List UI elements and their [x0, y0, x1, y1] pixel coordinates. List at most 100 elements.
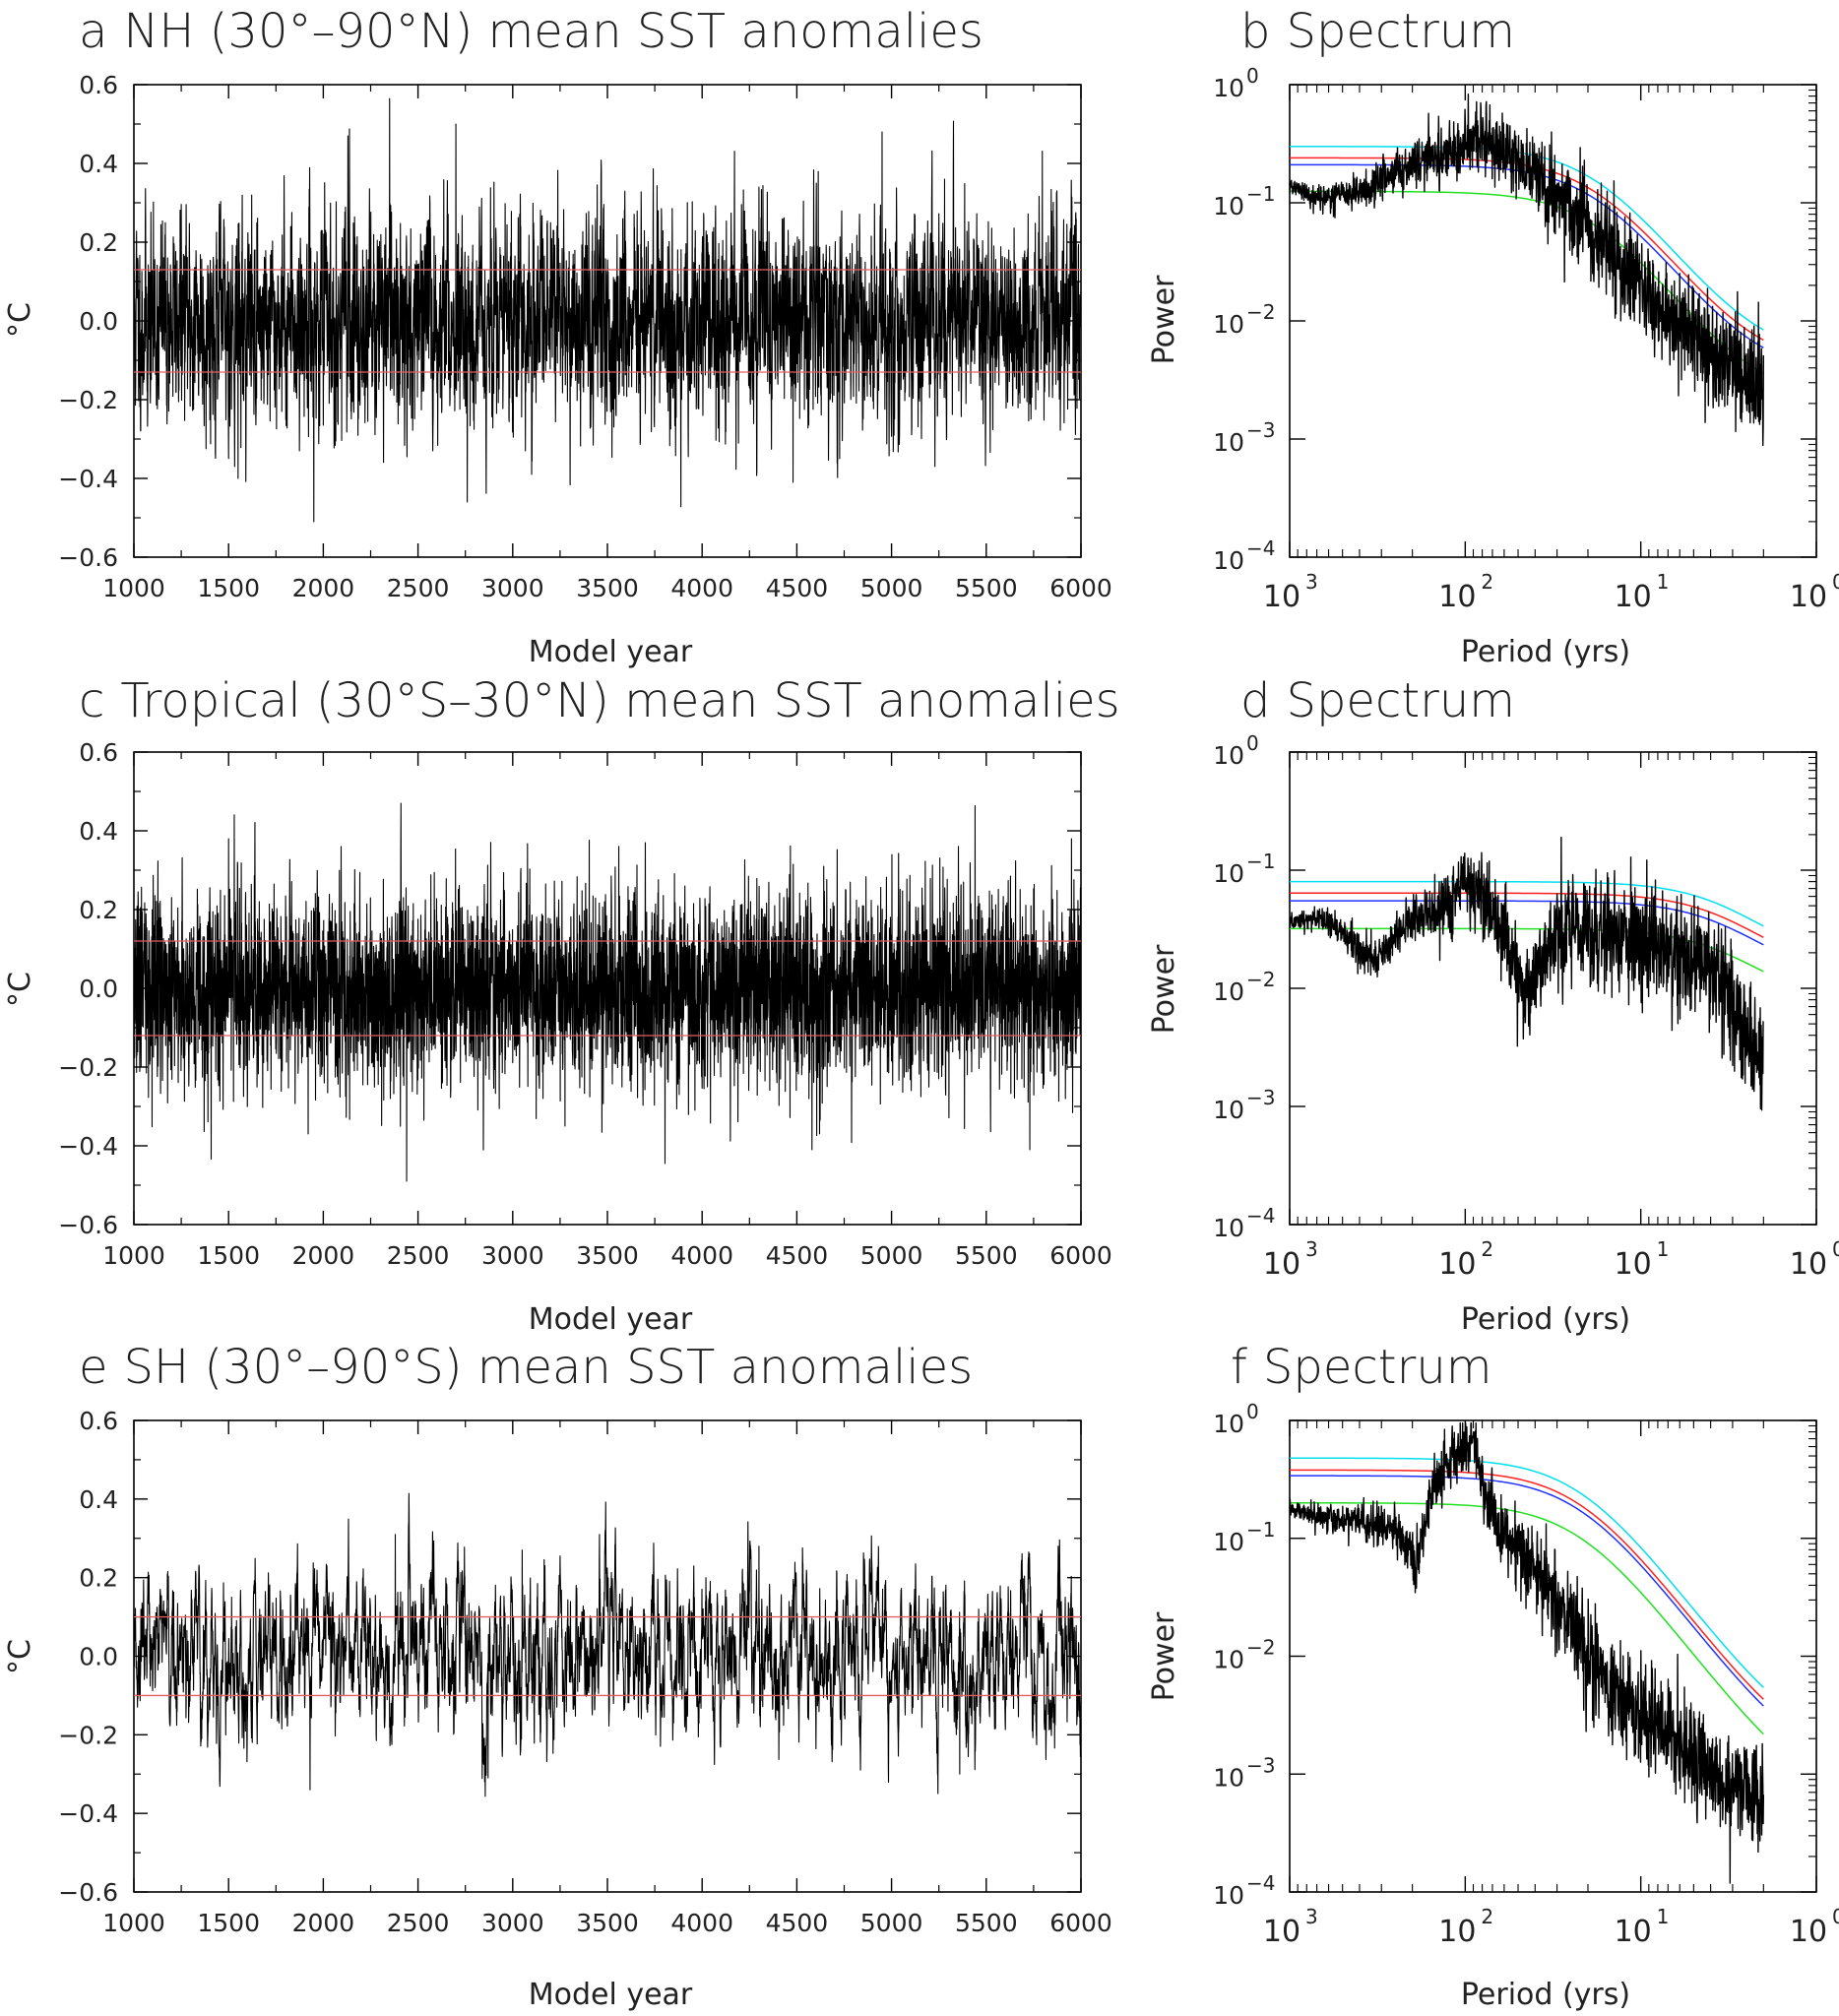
x-tick-label: 3000 — [481, 1909, 544, 1937]
y-tick-label: −0.6 — [58, 1211, 118, 1239]
y-tick-label-exp: −3 — [1246, 1753, 1275, 1777]
x-tick-label: 10 — [1790, 1915, 1827, 1949]
spectrum-f-marks: 10 3 10 2 10 1 10 010 010 −110 −210 −310 −4 — [1213, 1400, 1839, 1949]
y-tick-label: −0.4 — [58, 1132, 118, 1161]
y-tick-label: 10 — [1213, 546, 1244, 575]
panel-f: f Spectrum 10 3 10 2 10 1 10 010 010 −110 −210 −310−… — [1147, 1340, 1839, 2012]
y-tick-label-exp: 0 — [1246, 731, 1259, 755]
y-tick-label: −0.6 — [58, 543, 118, 572]
y-tick-label: 10 — [1213, 1096, 1244, 1124]
y-tick-label: 0.6 — [79, 1407, 118, 1435]
red-noise-green — [1290, 1501, 1764, 1735]
y-tick-label: −0.2 — [58, 1721, 118, 1749]
y-tick-label: 10 — [1213, 1763, 1244, 1792]
x-tick-label: 2000 — [292, 574, 355, 602]
panel-b-title: b Spectrum — [1240, 4, 1515, 59]
y-tick-label: 10 — [1213, 310, 1244, 339]
y-tick-label-exp: −2 — [1246, 968, 1275, 991]
y-tick-label-exp: −3 — [1246, 418, 1275, 442]
panel-e-xlabel: Model year — [529, 1978, 693, 2012]
x-tick-label: 10 — [1790, 1247, 1827, 1282]
panel-d-ylabel: Power — [1147, 944, 1181, 1034]
y-tick-label: −0.2 — [58, 1053, 118, 1082]
panel-d-xlabel: Period (yrs) — [1461, 1302, 1630, 1337]
timeseries-e-marks: 1000 1500 2000 2500 3000 3500 4000 4500 5000 5500… — [58, 1407, 1112, 1937]
x-tick-label: 1000 — [102, 1909, 165, 1937]
x-tick-label: 2000 — [292, 1241, 355, 1270]
timeseries-c-marks: 1000 1500 2000 2500 3000 3500 4000 4500 5000 5500… — [58, 738, 1112, 1270]
y-tick-label: −0.6 — [58, 1878, 118, 1907]
x-tick-label: 10 — [1615, 580, 1652, 614]
panel-a-xlabel: Model year — [529, 635, 693, 669]
panel-d-title: d Spectrum — [1240, 673, 1515, 728]
y-tick-label-exp: −1 — [1246, 1518, 1275, 1542]
y-tick-label: 0.2 — [79, 1564, 118, 1593]
panel-a: a NH (30°–90°N) mean SST anomalies 1000 15… — [3, 4, 1112, 669]
x-tick-label: 5000 — [860, 1241, 923, 1270]
y-tick-label-exp: −2 — [1246, 1636, 1275, 1660]
x-tick-label: 10 — [1438, 1915, 1476, 1949]
y-tick-label: 10 — [1213, 74, 1244, 102]
x-tick-label: 4000 — [670, 1241, 733, 1270]
x-tick-label: 6000 — [1049, 574, 1112, 602]
panel-e-title: e SH (30°–90°S) mean SST anomalies — [79, 1340, 973, 1395]
y-tick-label: 0.6 — [79, 738, 118, 767]
x-tick-label-exp: 2 — [1481, 1237, 1493, 1261]
y-tick-label-exp: −3 — [1246, 1086, 1275, 1109]
x-tick-label: 4000 — [670, 1909, 733, 1937]
spectrum-d-marks: 10 3 10 2 10 1 10 010 010 −110 −210 −310 −4 — [1213, 731, 1839, 1282]
y-tick-label: 10 — [1213, 1528, 1244, 1556]
x-tick-label: 10 — [1790, 580, 1827, 614]
y-tick-label: 10 — [1213, 1646, 1244, 1674]
y-tick-label: 10 — [1213, 192, 1244, 220]
spectrum-line — [1289, 837, 1764, 1111]
x-tick-label-exp: 2 — [1481, 1905, 1493, 1928]
x-tick-label: 5500 — [955, 1909, 1018, 1937]
panel-a-ylabel: °C — [3, 302, 37, 338]
x-tick-label: 4500 — [766, 1909, 829, 1937]
y-tick-label: 0.2 — [79, 228, 118, 257]
panel-f-title: f Spectrum — [1231, 1340, 1492, 1395]
red-noise-cyan — [1290, 880, 1764, 927]
x-tick-label: 1000 — [102, 574, 165, 602]
y-tick-label: 10 — [1213, 1410, 1244, 1438]
x-tick-label-exp: 3 — [1305, 1905, 1318, 1928]
panel-e: e SH (30°–90°S) mean SST anomalies 1000 15… — [3, 1340, 1112, 2012]
y-tick-label-exp: 0 — [1246, 1400, 1259, 1423]
panel-b-ylabel: Power — [1147, 275, 1181, 364]
series-line — [133, 802, 1082, 1182]
y-tick-label: 0.0 — [79, 975, 118, 1003]
y-tick-label: 0.0 — [79, 307, 118, 336]
y-tick-label-exp: −4 — [1246, 1871, 1275, 1895]
x-tick-label: 3500 — [576, 1241, 639, 1270]
y-tick-label: 0.0 — [79, 1643, 118, 1671]
y-tick-label: 0.4 — [79, 150, 118, 178]
x-tick-label: 10 — [1615, 1247, 1652, 1282]
panel-b-xlabel: Period (yrs) — [1461, 635, 1630, 669]
panel-c: c Tropical (30°S–30°N) mean SST anomalies… — [3, 673, 1120, 1337]
y-tick-label: −0.2 — [58, 386, 118, 414]
x-tick-label: 2500 — [387, 1241, 450, 1270]
y-tick-label-exp: −4 — [1246, 536, 1275, 560]
x-tick-label-exp: 1 — [1657, 1237, 1670, 1261]
x-tick-label: 10 — [1263, 580, 1300, 614]
x-tick-label: 3500 — [576, 1909, 639, 1937]
x-tick-label: 10 — [1438, 580, 1476, 614]
y-tick-label-exp: 0 — [1246, 64, 1259, 88]
y-tick-label-exp: −2 — [1246, 300, 1275, 324]
red-noise-blue — [1290, 900, 1764, 946]
y-tick-label-exp: −4 — [1246, 1204, 1275, 1228]
y-tick-label: 0.6 — [79, 71, 118, 99]
y-tick-label-exp: −1 — [1246, 182, 1275, 206]
x-tick-label: 1000 — [102, 1241, 165, 1270]
y-tick-label-exp: −1 — [1246, 850, 1275, 873]
x-tick-label: 6000 — [1049, 1909, 1112, 1937]
series-line — [133, 97, 1082, 523]
x-tick-label-exp: 1 — [1657, 1905, 1670, 1928]
panel-c-xlabel: Model year — [529, 1302, 693, 1337]
x-tick-label: 2000 — [292, 1909, 355, 1937]
x-tick-label: 10 — [1263, 1247, 1300, 1282]
red-noise-red — [1290, 1469, 1764, 1700]
x-tick-label: 10 — [1263, 1915, 1300, 1949]
x-tick-label-exp: 0 — [1832, 570, 1839, 594]
